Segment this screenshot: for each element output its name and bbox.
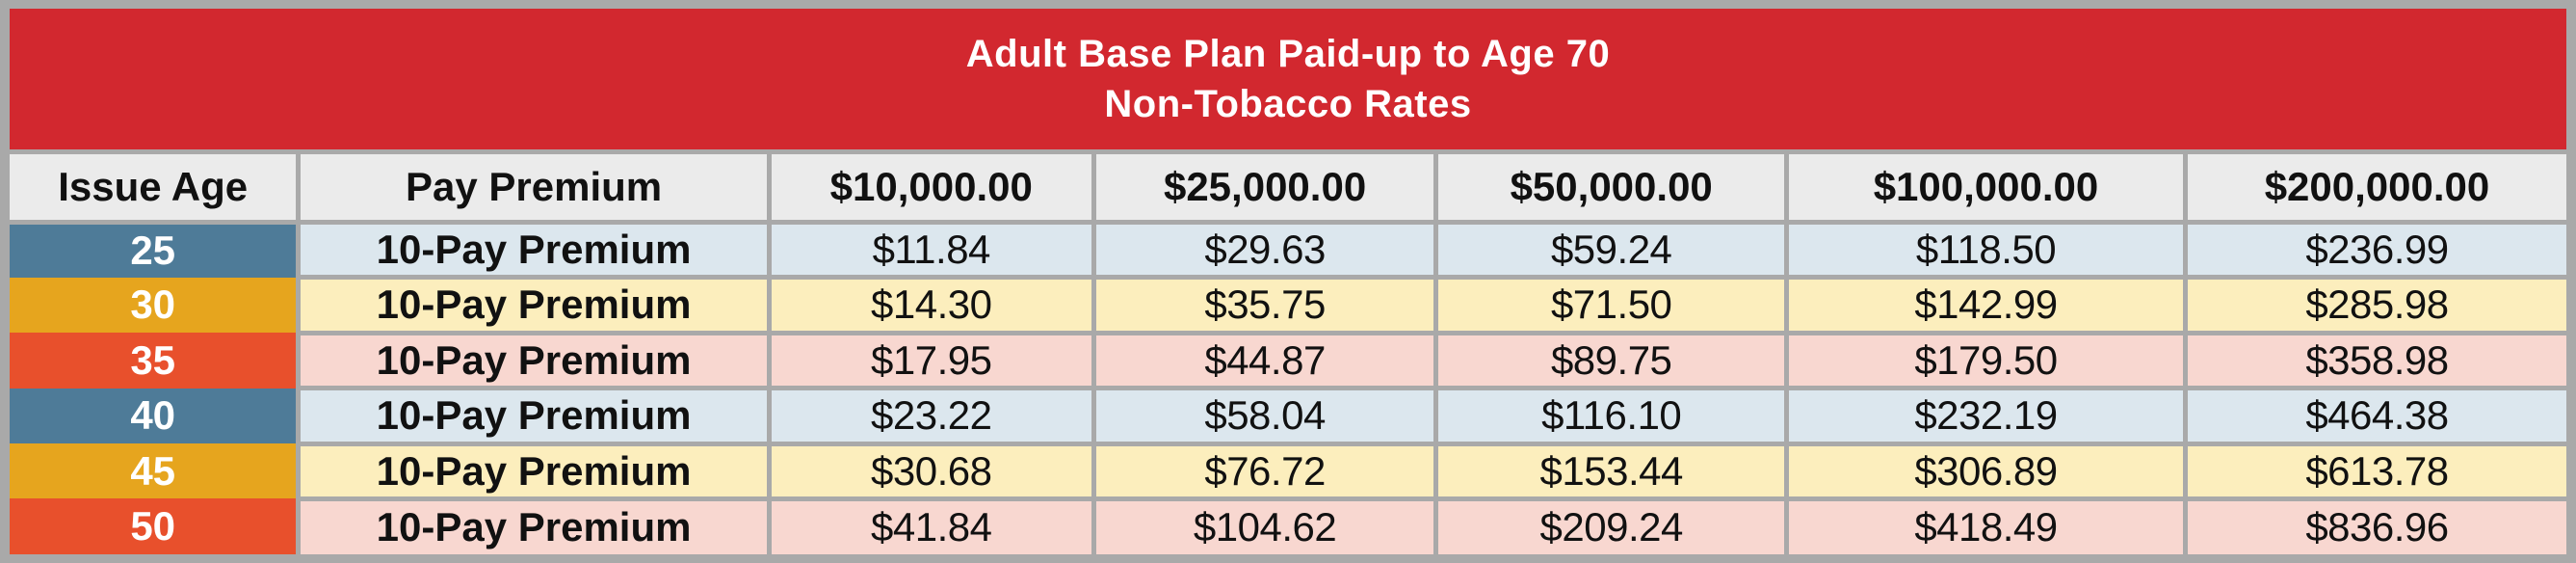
premium-type-cell: 10-Pay Premium bbox=[296, 330, 772, 391]
rate-cell: $59.24 bbox=[1433, 219, 1789, 281]
rate-cell: $76.72 bbox=[1091, 441, 1439, 501]
column-header-200000: $200,000.00 bbox=[2183, 149, 2566, 225]
premium-type-cell: 10-Pay Premium bbox=[296, 441, 772, 501]
rate-cell: $153.44 bbox=[1433, 441, 1789, 501]
rate-cell: $418.49 bbox=[1783, 496, 2189, 554]
rate-cell: $104.62 bbox=[1091, 496, 1439, 554]
table-row-age-50: 50 10-Pay Premium $41.84 $104.62 $209.24… bbox=[10, 496, 2566, 554]
premium-type-cell: 10-Pay Premium bbox=[296, 386, 772, 446]
rate-cell: $464.38 bbox=[2183, 386, 2566, 446]
premium-type-cell: 10-Pay Premium bbox=[296, 496, 772, 554]
rate-cell: $35.75 bbox=[1091, 275, 1439, 335]
rate-cell: $71.50 bbox=[1433, 275, 1789, 335]
table-row-age-40: 40 10-Pay Premium $23.22 $58.04 $116.10 … bbox=[10, 386, 2566, 446]
table-row-age-30: 30 10-Pay Premium $14.30 $35.75 $71.50 $… bbox=[10, 275, 2566, 335]
age-cell: 35 bbox=[10, 333, 302, 389]
rate-table: Adult Base Plan Paid-up to Age 70 Non-To… bbox=[10, 9, 2566, 554]
column-header-pay-premium: Pay Premium bbox=[296, 149, 772, 225]
rate-cell: $209.24 bbox=[1433, 496, 1789, 554]
table-row-age-45: 45 10-Pay Premium $30.68 $76.72 $153.44 … bbox=[10, 441, 2566, 501]
premium-type-cell: 10-Pay Premium bbox=[296, 275, 772, 335]
rate-cell: $89.75 bbox=[1433, 330, 1789, 391]
age-cell: 45 bbox=[10, 443, 302, 499]
age-cell: 40 bbox=[10, 388, 302, 444]
title-banner-row: Adult Base Plan Paid-up to Age 70 Non-To… bbox=[10, 9, 2566, 155]
rate-cell: $118.50 bbox=[1783, 219, 2189, 281]
rate-cell: $116.10 bbox=[1433, 386, 1789, 446]
rate-cell: $179.50 bbox=[1783, 330, 2189, 391]
title-line-1: Adult Base Plan Paid-up to Age 70 bbox=[965, 33, 1611, 76]
title-banner: Adult Base Plan Paid-up to Age 70 Non-To… bbox=[10, 9, 2566, 155]
rate-cell: $44.87 bbox=[1091, 330, 1439, 391]
column-header-50000: $50,000.00 bbox=[1433, 149, 1789, 225]
rate-cell: $613.78 bbox=[2183, 441, 2566, 501]
rate-cell: $30.68 bbox=[766, 441, 1096, 501]
table-row-age-35: 35 10-Pay Premium $17.95 $44.87 $89.75 $… bbox=[10, 330, 2566, 391]
column-header-issue-age: Issue Age bbox=[10, 149, 302, 225]
rate-cell: $358.98 bbox=[2183, 330, 2566, 391]
rate-cell: $17.95 bbox=[766, 330, 1096, 391]
rate-cell: $41.84 bbox=[766, 496, 1096, 554]
rate-cell: $14.30 bbox=[766, 275, 1096, 335]
column-header-row: Issue Age Pay Premium $10,000.00 $25,000… bbox=[10, 149, 2566, 225]
rate-cell: $142.99 bbox=[1783, 275, 2189, 335]
rate-cell: $232.19 bbox=[1783, 386, 2189, 446]
rate-cell: $306.89 bbox=[1783, 441, 2189, 501]
rate-cell: $23.22 bbox=[766, 386, 1096, 446]
rate-cell: $11.84 bbox=[766, 219, 1096, 281]
column-header-25000: $25,000.00 bbox=[1091, 149, 1439, 225]
rate-cell: $58.04 bbox=[1091, 386, 1439, 446]
rate-cell: $285.98 bbox=[2183, 275, 2566, 335]
table-row-age-25: 25 10-Pay Premium $11.84 $29.63 $59.24 $… bbox=[10, 219, 2566, 281]
rate-cell: $836.96 bbox=[2183, 496, 2566, 554]
rate-cell: $236.99 bbox=[2183, 219, 2566, 281]
age-cell: 30 bbox=[10, 277, 302, 334]
column-header-10000: $10,000.00 bbox=[766, 149, 1096, 225]
column-header-100000: $100,000.00 bbox=[1783, 149, 2189, 225]
age-cell: 25 bbox=[10, 222, 302, 278]
age-cell: 50 bbox=[10, 498, 302, 554]
rate-cell: $29.63 bbox=[1091, 219, 1439, 281]
title-line-2: Non-Tobacco Rates bbox=[1104, 83, 1472, 126]
premium-type-cell: 10-Pay Premium bbox=[296, 219, 772, 281]
